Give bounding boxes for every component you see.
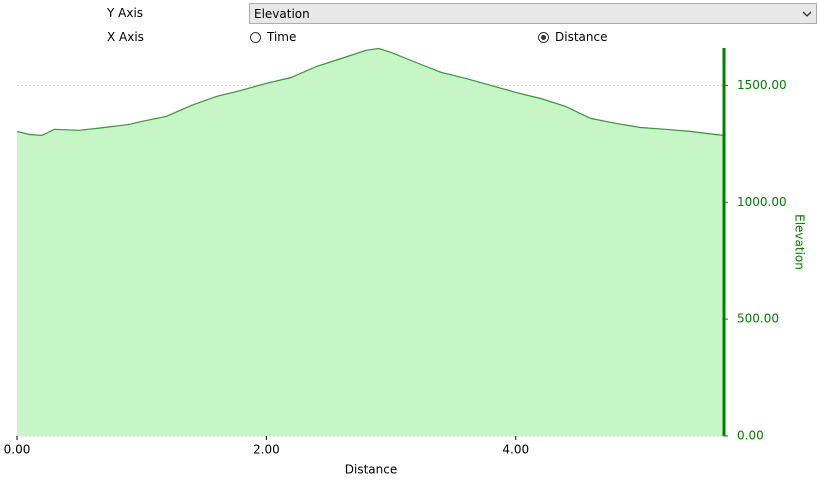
y-axis-title: Elevation — [793, 214, 807, 270]
x-tick-label: 0.00 — [4, 443, 31, 457]
area-line — [16, 47, 725, 137]
x-tick-label: 4.00 — [502, 443, 529, 457]
x-axis-label: X Axis — [107, 30, 144, 44]
radio-label: Distance — [555, 30, 608, 44]
y-tick-label: 1500.00 — [737, 78, 787, 92]
radio-distance[interactable]: Distance — [538, 30, 607, 44]
x-axis-title: Distance — [345, 463, 397, 477]
y-tick-label: 0.00 — [737, 429, 764, 443]
radio-circle — [250, 31, 261, 43]
radio-time[interactable]: Time — [250, 30, 296, 44]
x-tick-label: 2.00 — [253, 443, 280, 457]
y-tick-label: 500.00 — [737, 312, 779, 326]
y-tick-label: 1000.00 — [737, 195, 787, 209]
radio-label: Time — [267, 30, 297, 44]
dropdown-arrow — [802, 11, 812, 17]
y-axis-dropdown[interactable]: Elevation — [249, 3, 817, 24]
area-fill — [17, 48, 724, 436]
radio-circle — [538, 31, 549, 43]
dropdown-value: Elevation — [254, 7, 310, 21]
y-axis-label: Y Axis — [107, 6, 144, 20]
